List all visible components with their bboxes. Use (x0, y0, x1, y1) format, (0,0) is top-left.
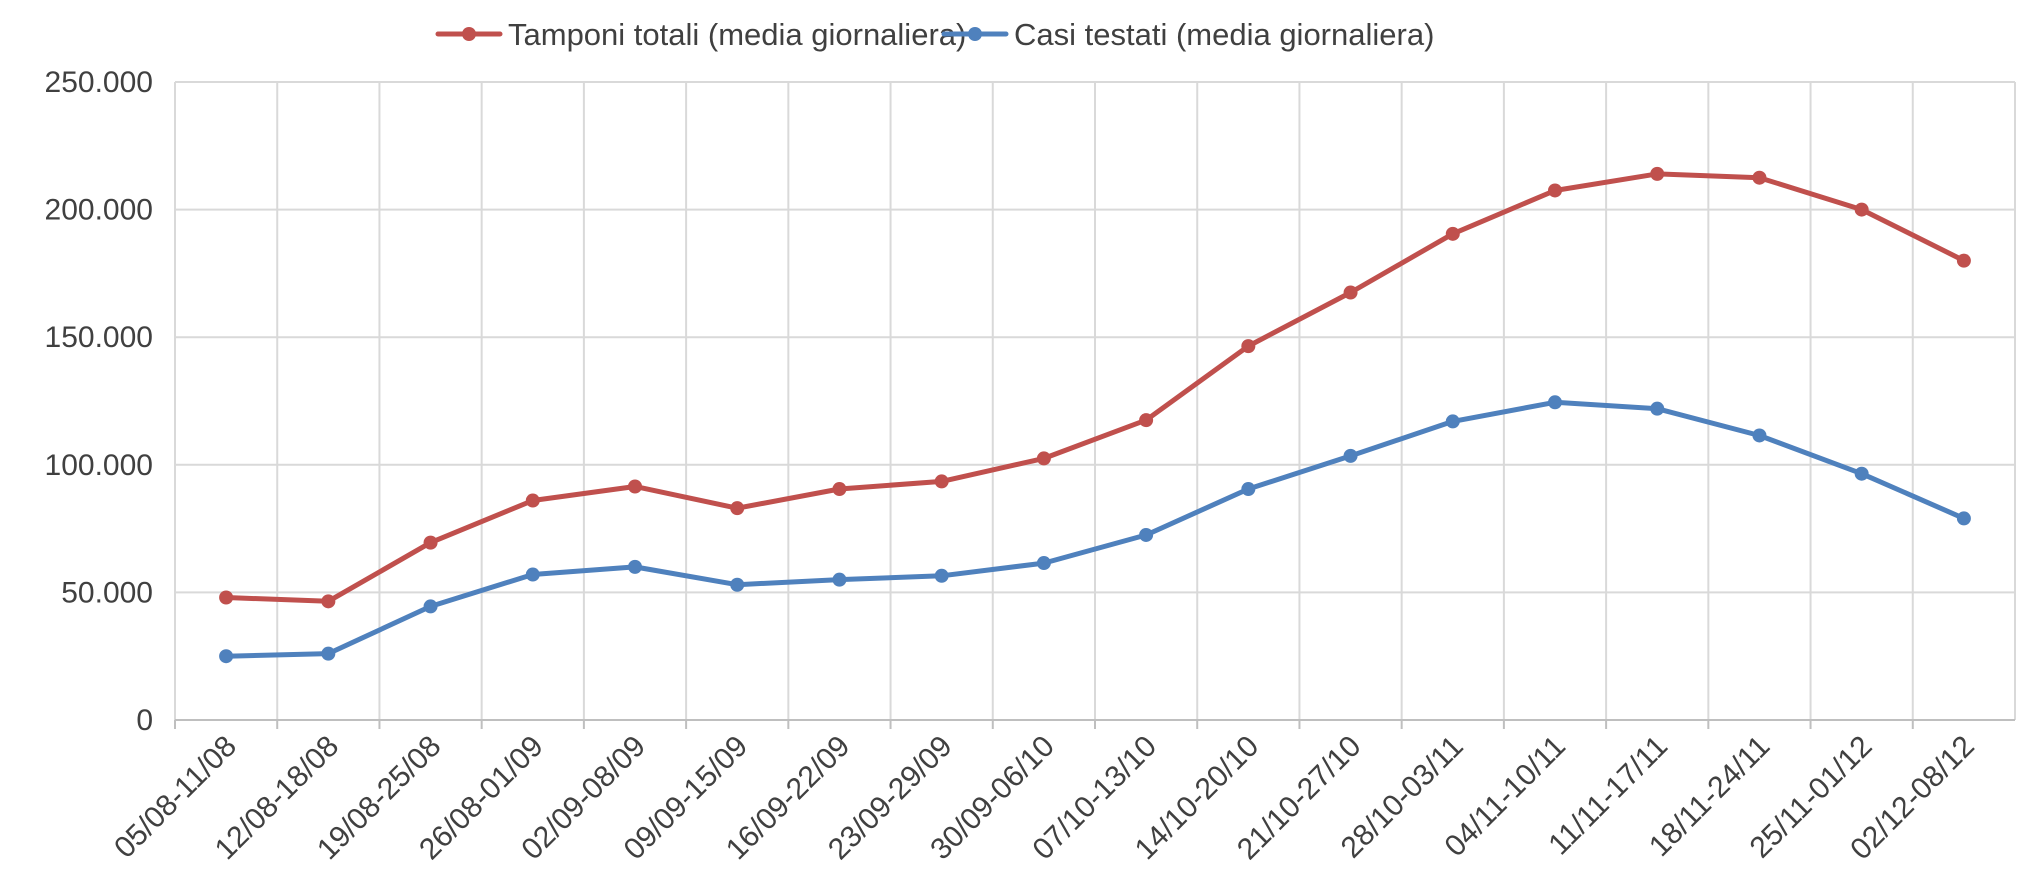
data-point (832, 572, 847, 587)
grid (174, 81, 2016, 720)
data-point (525, 567, 540, 582)
data-point (628, 479, 642, 494)
data-point (1752, 428, 1767, 443)
legend: Tamponi totali (media giornaliera) Casi t… (435, 17, 1434, 52)
series-1 (219, 395, 1971, 664)
y-axis: 0 50.000 100.000 150.000 200.000 250.000 (45, 66, 153, 737)
data-point (1752, 170, 1767, 185)
data-point (934, 474, 949, 489)
data-point (1241, 482, 1256, 497)
legend-label: Casi testati (media giornaliera) (1014, 17, 1434, 52)
series-group (219, 166, 1971, 664)
series-0 (219, 166, 1971, 609)
series-line (223, 171, 1967, 604)
data-point (1036, 556, 1051, 571)
data-point (1548, 183, 1562, 198)
y-tick-label: 150.000 (45, 321, 153, 354)
data-point (321, 646, 336, 661)
data-point (423, 535, 438, 550)
data-point (525, 493, 540, 508)
legend-label: Tamponi totali (media giornaliera) (508, 17, 966, 52)
data-point (1956, 511, 1971, 526)
y-tick-label: 250.000 (45, 66, 153, 99)
data-point (934, 568, 949, 583)
data-point (832, 482, 847, 497)
data-point (321, 594, 336, 609)
y-tick-label: 50.000 (61, 576, 153, 609)
data-point (1036, 451, 1051, 466)
data-point (1445, 414, 1460, 429)
data-point (219, 590, 234, 605)
legend-item: Tamponi totali (media giornaliera) (435, 17, 966, 52)
data-point (1241, 339, 1256, 354)
series-line (223, 399, 1967, 659)
data-point (1854, 202, 1869, 217)
data-point (1650, 401, 1665, 416)
legend-item: Casi testati (media giornaliera) (941, 17, 1434, 52)
legend-marker (462, 27, 476, 41)
data-point (1548, 395, 1562, 410)
data-point (1139, 413, 1154, 428)
x-axis: 05/08-11/0812/08-18/0819/08-25/0826/08-0… (108, 719, 2015, 866)
y-tick-label: 200.000 (45, 194, 153, 227)
data-point (1445, 226, 1460, 241)
data-point (1650, 166, 1665, 181)
data-point (219, 649, 234, 664)
data-point (628, 559, 642, 574)
y-tick-label: 100.000 (45, 449, 153, 482)
data-point (1139, 527, 1154, 542)
y-tick-label: 0 (136, 704, 153, 737)
legend-marker (968, 27, 982, 41)
data-point (1343, 285, 1358, 300)
data-point (730, 501, 745, 516)
data-point (1854, 466, 1869, 481)
data-point (1343, 448, 1358, 463)
data-point (1956, 253, 1971, 268)
data-point (730, 577, 745, 592)
data-point (423, 599, 438, 614)
